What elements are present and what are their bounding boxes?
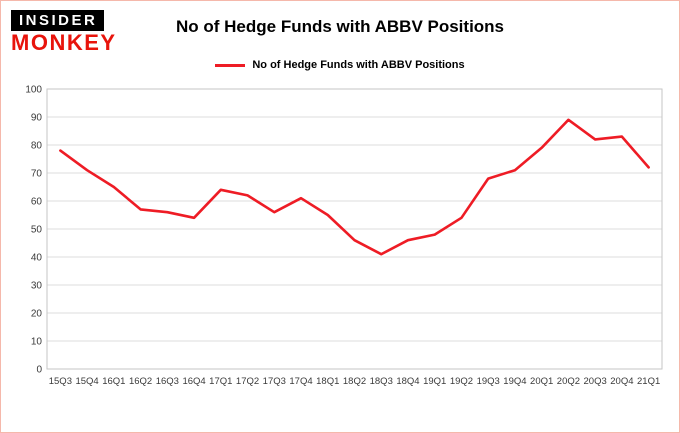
x-tick-label: 16Q1 [102, 376, 125, 387]
chart-area: 0 10 20 30 40 50 60 70 80 90 100 15Q3 15Q4 16Q1 16Q2 16… [9, 81, 673, 402]
line-chart: 0 10 20 30 40 50 60 70 80 90 100 15Q3 15Q4 16Q1 16Q2 16… [25, 85, 663, 387]
x-tick-label: 16Q3 [156, 376, 179, 387]
x-tick-label: 17Q3 [263, 376, 286, 387]
x-tick-label: 15Q3 [49, 376, 72, 387]
x-tick-label: 16Q4 [182, 376, 205, 387]
x-tick-label: 20Q4 [610, 376, 633, 387]
y-tick-label: 30 [31, 281, 43, 292]
x-tick-label: 15Q4 [75, 376, 98, 387]
chart-title: No of Hedge Funds with ABBV Positions [175, 17, 505, 36]
y-tick-label: 60 [31, 197, 43, 208]
legend: No of Hedge Funds with ABBV Positions [1, 59, 679, 71]
insider-monkey-logo: INSIDER MONKEY [11, 10, 131, 54]
legend-line-swatch [215, 63, 246, 67]
y-tick-label: 20 [31, 309, 43, 320]
logo-text-insider: INSIDER [11, 10, 105, 31]
y-tick-label: 50 [31, 225, 43, 236]
plot-border [46, 88, 663, 370]
y-tick-label: 80 [31, 141, 43, 152]
x-tick-label: 18Q1 [316, 376, 339, 387]
x-tick-label: 21Q1 [637, 376, 660, 387]
legend-label: No of Hedge Funds with ABBV Positions [252, 59, 465, 71]
y-tick-label: 40 [31, 253, 43, 264]
x-tick-label: 19Q1 [423, 376, 446, 387]
x-tick-label: 19Q2 [450, 376, 473, 387]
x-tick-label: 20Q3 [584, 376, 607, 387]
y-tick-label: 100 [25, 85, 42, 96]
x-tick-label: 18Q4 [396, 376, 419, 387]
x-tick-label: 16Q2 [129, 376, 152, 387]
y-tick-label: 10 [31, 337, 43, 348]
x-tick-label: 19Q4 [503, 376, 526, 387]
x-tick-label: 20Q2 [557, 376, 580, 387]
x-tick-label: 19Q3 [477, 376, 500, 387]
y-tick-label: 0 [36, 365, 42, 376]
x-tick-label: 18Q2 [343, 376, 366, 387]
logo-text-monkey: MONKEY [11, 30, 117, 55]
x-tick-label: 18Q3 [370, 376, 393, 387]
x-tick-label: 17Q1 [209, 376, 232, 387]
x-tick-label: 20Q1 [530, 376, 553, 387]
y-tick-label: 90 [31, 113, 43, 124]
x-tick-label: 17Q4 [289, 376, 312, 387]
series-line [59, 118, 650, 256]
x-tick-label: 17Q2 [236, 376, 259, 387]
y-tick-label: 70 [31, 169, 43, 180]
